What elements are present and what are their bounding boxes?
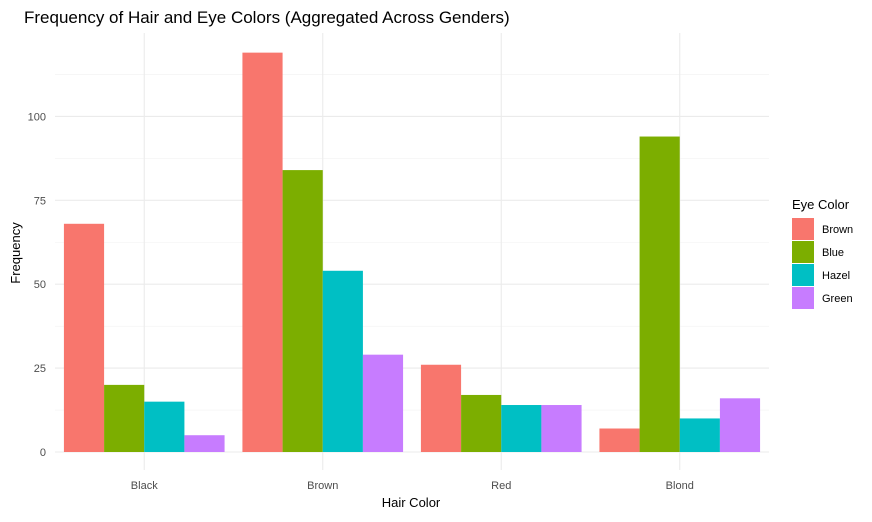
y-tick-label: 50 [34,279,46,291]
x-tick-label: Blond [666,480,694,492]
y-tick-label: 0 [40,447,46,459]
legend-key-green [792,287,814,309]
x-tick-label: Black [131,480,158,492]
y-tick-label: 75 [34,195,46,207]
x-axis-title: Hair Color [382,495,441,510]
legend-label-green: Green [822,293,853,305]
bar-brown-black [63,223,105,452]
legend-label-blue: Blue [822,247,844,259]
legend-key-blue [792,241,814,263]
y-axis-title: Frequency [8,222,23,284]
bar-green-blond [719,398,761,452]
bar-hazel-red [501,405,542,452]
bar-green-red [541,405,582,452]
legend-label-hazel: Hazel [822,270,850,282]
bar-brown-red [420,364,462,452]
bar-blue-blond [639,136,680,452]
x-tick-label: Brown [307,480,338,492]
y-axis-ticks: 0 25 50 75 100 [28,111,46,459]
bar-blue-brown [282,170,323,452]
x-tick-label: Red [491,480,511,492]
legend: Eye Color Brown Blue Hazel Green [792,197,853,309]
bar-brown-brown [242,52,283,453]
legend-key-brown [792,218,814,240]
bar-blue-black [104,384,145,452]
chart-title: Frequency of Hair and Eye Colors (Aggreg… [24,8,510,27]
legend-label-brown: Brown [822,224,853,236]
bar-hazel-blond [679,418,720,452]
legend-title: Eye Color [792,197,850,212]
legend-key-hazel [792,264,814,286]
y-tick-label: 25 [34,363,46,375]
bar-hazel-brown [322,270,363,452]
bar-brown-blond [599,428,640,452]
bar-green-black [184,435,225,452]
bar-blue-red [461,394,502,452]
y-tick-label: 100 [28,111,46,123]
x-axis-ticks: Black Brown Red Blond [131,480,694,492]
bars [63,52,761,453]
bar-green-brown [362,354,404,452]
bar-hazel-black [144,401,185,452]
